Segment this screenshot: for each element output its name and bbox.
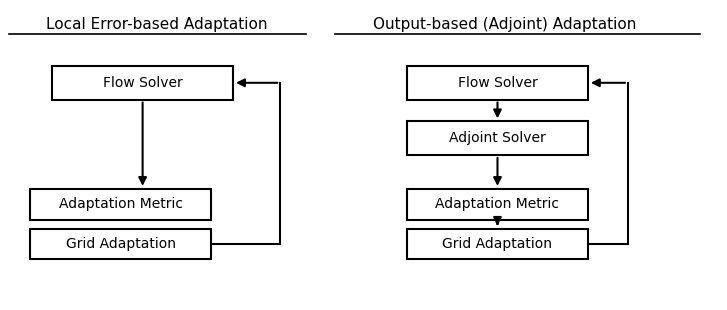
- Text: Adaptation Metric: Adaptation Metric: [59, 197, 183, 211]
- Text: Adjoint Solver: Adjoint Solver: [449, 131, 546, 145]
- Text: Grid Adaptation: Grid Adaptation: [66, 237, 176, 251]
- FancyBboxPatch shape: [31, 229, 212, 259]
- Text: Flow Solver: Flow Solver: [103, 76, 182, 90]
- FancyBboxPatch shape: [31, 189, 212, 219]
- Text: Adaptation Metric: Adaptation Metric: [435, 197, 560, 211]
- Text: Output-based (Adjoint) Adaptation: Output-based (Adjoint) Adaptation: [373, 17, 636, 32]
- Text: Local Error-based Adaptation: Local Error-based Adaptation: [47, 17, 268, 32]
- Text: Flow Solver: Flow Solver: [457, 76, 537, 90]
- Text: Grid Adaptation: Grid Adaptation: [443, 237, 553, 251]
- FancyBboxPatch shape: [407, 66, 588, 100]
- FancyBboxPatch shape: [407, 121, 588, 155]
- FancyBboxPatch shape: [407, 229, 588, 259]
- FancyBboxPatch shape: [52, 66, 233, 100]
- FancyBboxPatch shape: [407, 189, 588, 219]
